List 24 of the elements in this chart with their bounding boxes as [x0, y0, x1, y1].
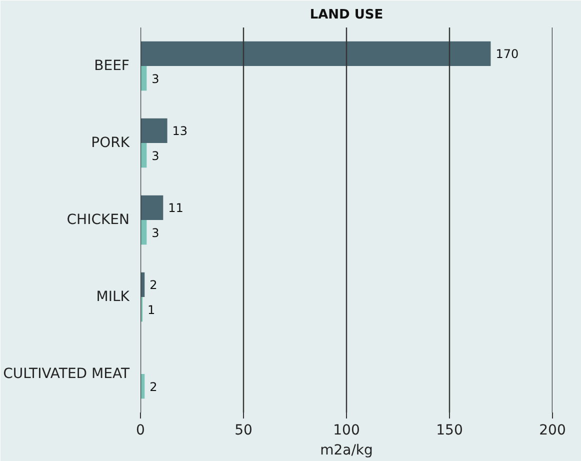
- y-tick-label: CULTIVATED MEAT: [3, 366, 130, 382]
- data-label: 11: [168, 201, 184, 216]
- x-tick-label: 150: [436, 422, 463, 438]
- y-tick-label: CHICKEN: [66, 212, 130, 228]
- bar: [140, 195, 164, 220]
- x-tick-label: 50: [234, 422, 252, 438]
- chart-title: LAND USE: [310, 8, 384, 22]
- data-label: 170: [496, 47, 519, 62]
- bar: [140, 118, 168, 143]
- x-tick-label: 0: [136, 422, 145, 438]
- data-label: 3: [152, 226, 160, 240]
- data-label: 3: [152, 148, 160, 163]
- x-axis-title: m2a/kg: [320, 442, 373, 458]
- y-tick-label: PORK: [91, 135, 130, 151]
- data-label: 1: [148, 302, 156, 317]
- data-label: 13: [172, 124, 188, 138]
- x-tick-label: 200: [539, 422, 566, 438]
- x-tick-label: 100: [333, 422, 360, 438]
- data-label: 2: [150, 380, 158, 394]
- bar: [140, 41, 491, 66]
- data-label: 2: [150, 278, 158, 292]
- y-tick-label: MILK: [96, 289, 130, 305]
- data-label: 3: [152, 72, 160, 86]
- y-tick-label: BEEF: [94, 58, 130, 74]
